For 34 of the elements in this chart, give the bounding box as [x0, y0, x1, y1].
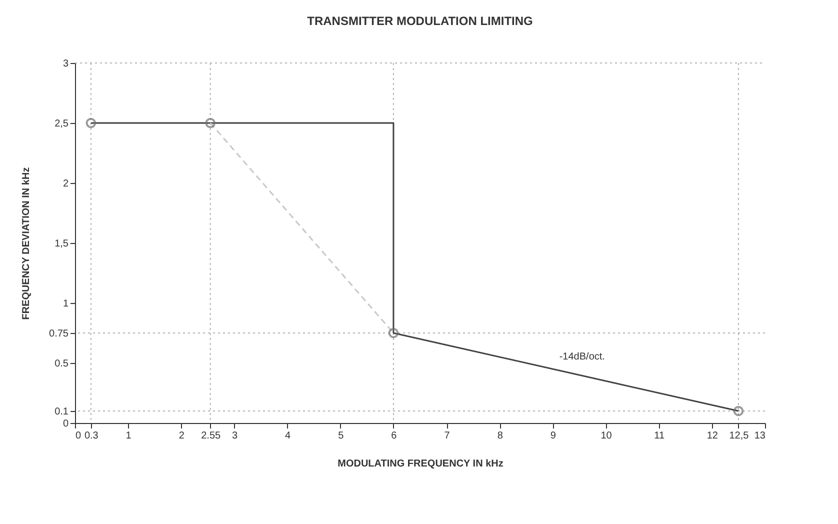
- y-tick-label: 3: [62, 58, 69, 70]
- point: [733, 406, 744, 416]
- y-tick-label: 1,5: [54, 238, 69, 250]
- x-tick-label: 9: [550, 430, 556, 442]
- y-tick-label: 0.5: [54, 358, 69, 370]
- y-tick-label: 0.75: [49, 328, 69, 340]
- x-tick-label: 6: [391, 430, 398, 442]
- y-axis-title: FREQUENCY DEVIATION IN kHz: [21, 167, 32, 320]
- y-tick-label: 0.1: [54, 406, 69, 418]
- x-tick-label: 12: [706, 430, 718, 442]
- x-tick-label: 4: [285, 430, 292, 442]
- x-tick-label: 10: [600, 430, 612, 442]
- y-tick-label: 0: [62, 418, 69, 430]
- point: [205, 118, 216, 128]
- x-tick-label: 0: [76, 430, 82, 442]
- y-tick-label: 1: [62, 298, 69, 310]
- chart-title: TRANSMITTER MODULATION LIMITING: [307, 14, 533, 28]
- x-tick-label: 2.55: [201, 430, 222, 442]
- y-tick-label: 2,5: [54, 118, 69, 130]
- x-tick-label: 8: [497, 430, 504, 442]
- x-tick-label: 5: [338, 430, 344, 442]
- x-tick-label: 11: [654, 430, 665, 442]
- x-tick-label: 2: [178, 430, 185, 442]
- point: [388, 328, 399, 338]
- x-tick-label: 1: [126, 430, 132, 442]
- x-tick-label: 13: [754, 430, 766, 442]
- x-tick-label: 3: [232, 430, 238, 442]
- x-tick-label: 7: [444, 430, 450, 442]
- x-tick-label: 12,5: [729, 430, 750, 442]
- y-tick-label: 2: [62, 178, 69, 190]
- point: [86, 118, 96, 128]
- annotation: -14dB/oct.: [559, 351, 605, 362]
- x-tick-label: 0.3: [84, 430, 99, 442]
- x-axis-title: MODULATING FREQUENCY IN kHz: [338, 458, 504, 470]
